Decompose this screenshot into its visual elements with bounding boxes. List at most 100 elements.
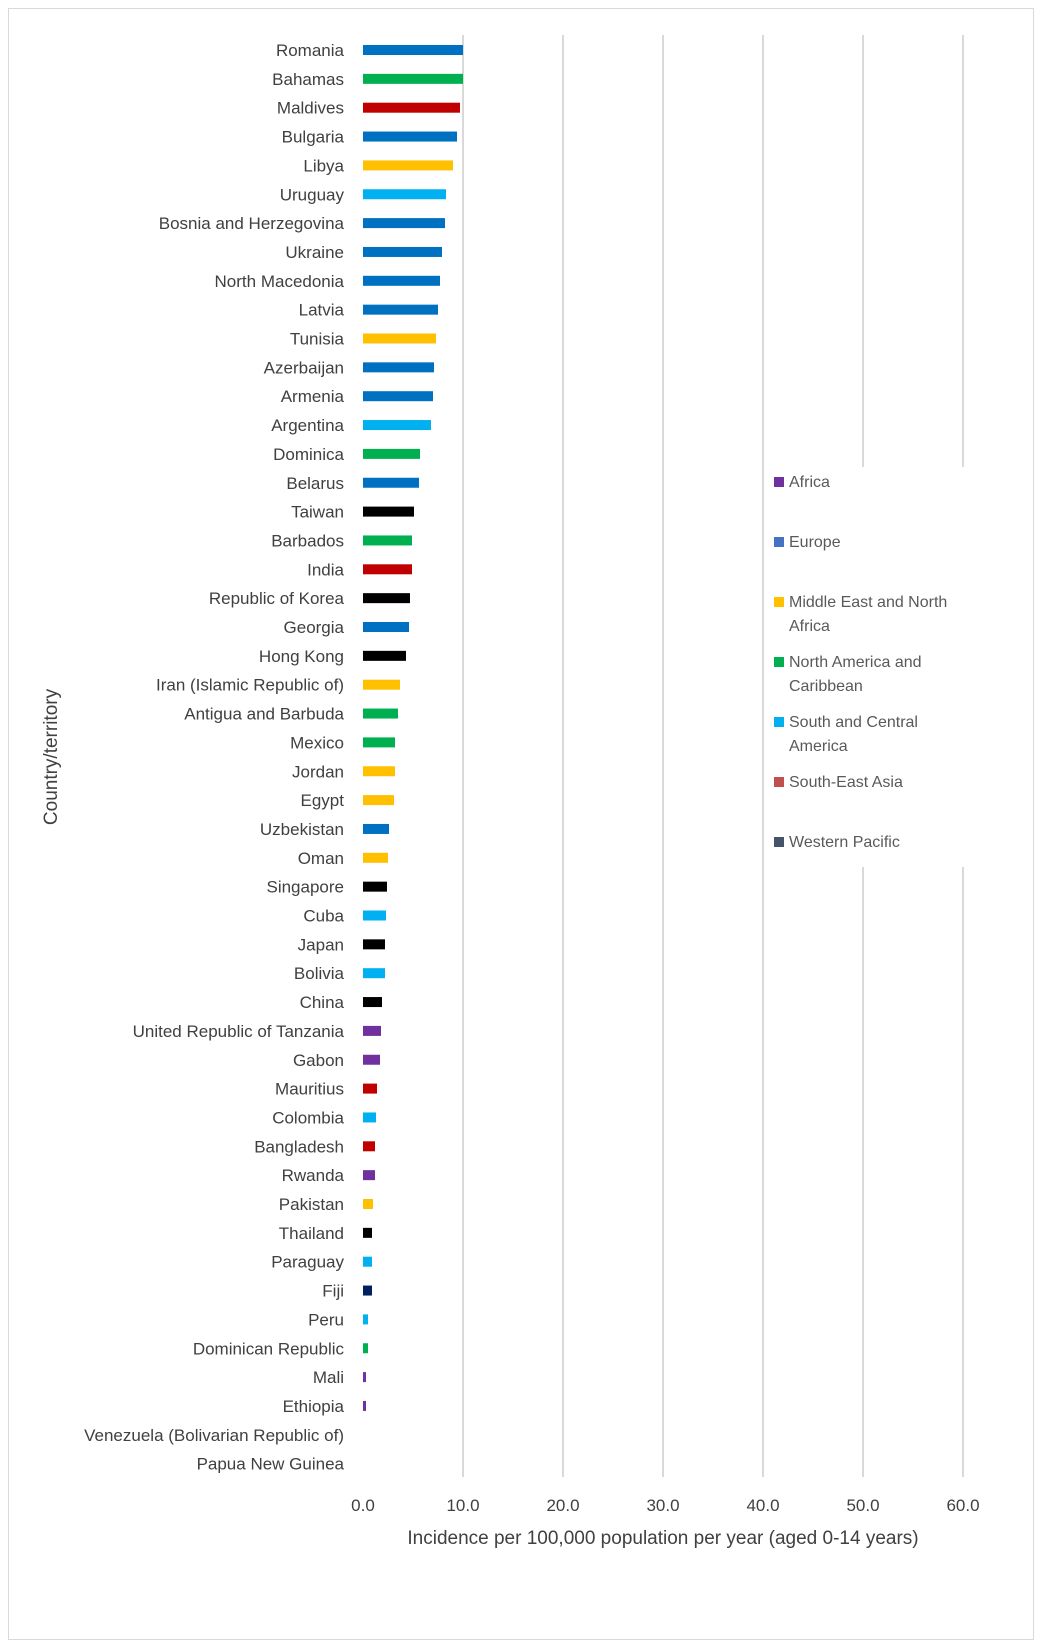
bar-taiwan [363,506,414,517]
bar-barbados [363,535,412,546]
category-label-taiwan: Taiwan [291,503,344,522]
legend-swatch-south-and-central-america [774,717,784,727]
bar-dominican-republic [363,1343,368,1354]
category-label-libya: Libya [303,156,344,175]
category-label-romania: Romania [276,41,345,60]
category-label-hong-kong: Hong Kong [259,647,344,666]
category-label-cuba: Cuba [303,907,344,926]
bar-cuba [363,910,386,921]
x-tick-label-0: 0.0 [351,1496,375,1515]
x-tick-label-30: 30.0 [646,1496,679,1515]
category-label-thailand: Thailand [279,1224,344,1243]
category-label-uzbekistan: Uzbekistan [260,820,344,839]
bar-antigua-and-barbuda [363,708,398,719]
legend-item-middle-east-and-north-africa: Middle East and North Africa [774,594,947,635]
category-label-mali: Mali [313,1368,344,1387]
bar-mexico [363,737,395,748]
category-label-bosnia-and-herzegovina: Bosnia and Herzegovina [159,214,345,233]
legend-item-south-east-asia: South-East Asia [774,774,903,791]
category-label-jordan: Jordan [292,762,344,781]
legend-background [764,467,1004,867]
bar-mauritius [363,1083,377,1094]
legend-label-south-east-asia: South-East Asia [789,774,903,791]
bar-mali [363,1372,366,1383]
bar-japan [363,939,385,950]
category-label-bolivia: Bolivia [294,964,345,983]
category-label-dominican-republic: Dominican Republic [193,1339,345,1358]
category-label-papua-new-guinea: Papua New Guinea [197,1455,345,1474]
category-label-gabon: Gabon [293,1051,344,1070]
legend-item-south-and-central-america: South and Central America [774,714,918,755]
x-axis-title: Incidence per 100,000 population per yea… [407,1528,918,1549]
bar-armenia [363,391,433,402]
bar-ukraine [363,246,442,257]
legend-label-western-pacific: Western Pacific [789,834,900,851]
bar-libya [363,160,453,171]
bar-uzbekistan [363,823,389,834]
bar-azerbaijan [363,362,434,373]
category-label-bulgaria: Bulgaria [282,128,345,147]
category-label-azerbaijan: Azerbaijan [264,358,344,377]
x-tick-label-40: 40.0 [746,1496,779,1515]
legend-item-africa: Africa [774,474,830,491]
legend-swatch-europe [774,537,784,547]
category-label-bangladesh: Bangladesh [254,1137,344,1156]
category-label-mexico: Mexico [290,733,344,752]
category-label-united-republic-of-tanzania: United Republic of Tanzania [133,1022,345,1041]
bar-pakistan [363,1199,373,1209]
bar-united-republic-of-tanzania [363,1025,381,1036]
y-axis-title: Country/territory [41,688,62,825]
category-label-oman: Oman [298,849,344,868]
bars [363,45,463,1411]
category-label-paraguay: Paraguay [271,1253,344,1272]
bar-chart: Romania Bahamas Maldives Bulgaria Libya Urugu… [41,35,1004,1549]
bar-north-macedonia [363,275,440,286]
bar-peru [363,1314,368,1325]
category-label-fiji: Fiji [322,1282,344,1301]
bar-bulgaria [363,131,457,142]
category-label-pakistan: Pakistan [279,1195,344,1214]
bar-georgia [363,622,409,632]
category-label-ethiopia: Ethiopia [283,1397,345,1416]
category-labels: Romania Bahamas Maldives Bulgaria Libya Urugu… [84,41,344,1474]
legend-label-europe: Europe [789,534,841,551]
category-label-venezuela-bolivarian-republic-of: Venezuela (Bolivarian Republic of) [84,1426,344,1445]
bar-gabon [363,1054,380,1065]
bar-republic-of-korea [363,593,410,604]
bar-bahamas [363,73,463,84]
category-label-republic-of-korea: Republic of Korea [209,589,345,608]
bar-india [363,564,412,575]
chart-frame: Romania Bahamas Maldives Bulgaria Libya Urugu… [8,8,1034,1640]
bar-oman [363,852,388,863]
x-tick-label-60: 60.0 [946,1496,979,1515]
category-label-uruguay: Uruguay [280,185,345,204]
category-label-japan: Japan [298,935,344,954]
legend-item-north-america-and-caribbean: North America and Caribbean [774,654,922,695]
legend-swatch-africa [774,477,784,487]
category-label-iran-islamic-republic-of: Iran (Islamic Republic of) [156,676,344,695]
bar-jordan [363,766,395,777]
bar-fiji [363,1285,372,1296]
bar-bosnia-and-herzegovina [363,218,445,229]
bar-paraguay [363,1256,372,1267]
legend-label-south-and-central-america: South and Central America [789,714,918,755]
bar-bolivia [363,968,385,979]
category-label-argentina: Argentina [271,416,344,435]
x-tick-labels: 0.0 10.0 20.0 30.0 40.0 50.0 60.0 [351,1496,979,1515]
category-label-latvia: Latvia [299,301,345,320]
category-label-dominica: Dominica [273,445,344,464]
category-label-bahamas: Bahamas [272,70,344,89]
category-label-rwanda: Rwanda [282,1166,345,1185]
x-tick-label-20: 20.0 [546,1496,579,1515]
x-tick-label-50: 50.0 [846,1496,879,1515]
bar-uruguay [363,189,446,200]
legend-swatch-south-east-asia [774,777,784,787]
category-label-china: China [300,993,345,1012]
bar-dominica [363,448,420,459]
legend: Africa Europe Middle East and North Africa N… [774,474,947,851]
category-label-armenia: Armenia [281,387,345,406]
legend-swatch-middle-east-and-north-africa [774,597,784,607]
category-label-georgia: Georgia [284,618,345,637]
legend-label-north-america-and-caribbean: North America and Caribbean [789,654,922,695]
legend-swatch-north-america-and-caribbean [774,657,784,667]
